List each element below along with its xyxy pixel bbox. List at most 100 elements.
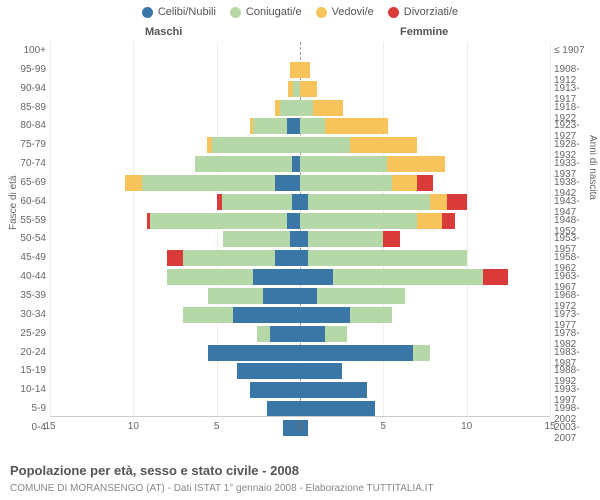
- female-bar: [300, 307, 392, 323]
- bar-segment: [290, 62, 300, 78]
- bar-segment: [253, 118, 286, 134]
- bar-segment: [208, 288, 263, 304]
- legend-swatch: [388, 7, 399, 18]
- birth-year-label: 2003-2007: [554, 422, 600, 444]
- bar-segment: [417, 213, 442, 229]
- bar-segment: [313, 100, 343, 116]
- bar-segment: [167, 250, 184, 266]
- pyramid-chart: 100+≤ 190795-991908-191290-941913-191785…: [50, 42, 550, 438]
- legend-swatch: [316, 7, 327, 18]
- age-label: 80-84: [8, 120, 46, 131]
- age-row: 100+≤ 1907: [50, 42, 550, 61]
- male-title: Maschi: [145, 26, 182, 38]
- bar-segment: [150, 213, 287, 229]
- female-bar: [300, 401, 375, 417]
- age-label: 30-34: [8, 309, 46, 320]
- age-row: 95-991908-1912: [50, 61, 550, 80]
- legend-swatch: [142, 7, 153, 18]
- female-bar: [300, 269, 508, 285]
- bar-segment: [300, 194, 308, 210]
- legend-item: Coniugati/e: [230, 6, 302, 18]
- age-row: 25-291978-1982: [50, 325, 550, 344]
- male-bar: [207, 137, 300, 153]
- age-label: 5-9: [8, 403, 46, 414]
- female-bar: [300, 81, 317, 97]
- bar-segment: [350, 137, 417, 153]
- bar-segment: [300, 137, 350, 153]
- bar-segment: [300, 213, 417, 229]
- bar-segment: [308, 250, 466, 266]
- male-bar: [183, 307, 300, 323]
- age-row: 65-691938-1942: [50, 174, 550, 193]
- bar-segment: [383, 231, 400, 247]
- age-label: 15-19: [8, 365, 46, 376]
- bar-segment: [212, 137, 300, 153]
- male-bar: [125, 175, 300, 191]
- age-row: 85-891918-1922: [50, 99, 550, 118]
- age-label: 25-29: [8, 328, 46, 339]
- age-label: 55-59: [8, 215, 46, 226]
- female-bar: [300, 62, 310, 78]
- bar-segment: [417, 175, 434, 191]
- birth-year-label: ≤ 1907: [554, 45, 600, 56]
- bar-segment: [325, 326, 347, 342]
- legend-label: Divorziati/e: [404, 6, 458, 18]
- bar-segment: [183, 250, 275, 266]
- x-axis: 15105051015: [50, 416, 550, 438]
- age-row: 70-741933-1937: [50, 155, 550, 174]
- legend-item: Divorziati/e: [388, 6, 458, 18]
- age-row: 30-341973-1977: [50, 306, 550, 325]
- male-bar: [147, 213, 300, 229]
- female-bar: [300, 156, 445, 172]
- bar-segment: [430, 194, 447, 210]
- bar-segment: [392, 175, 417, 191]
- x-tick: 10: [128, 421, 139, 432]
- x-tick: 15: [544, 421, 555, 432]
- male-bar: [275, 100, 300, 116]
- male-bar: [208, 345, 300, 361]
- age-row: 10-141993-1997: [50, 381, 550, 400]
- age-label: 35-39: [8, 290, 46, 301]
- bar-segment: [300, 307, 350, 323]
- age-label: 90-94: [8, 83, 46, 94]
- x-tick: 0: [297, 421, 303, 432]
- legend-label: Vedovi/e: [332, 6, 374, 18]
- female-title: Femmine: [400, 26, 448, 38]
- age-label: 45-49: [8, 252, 46, 263]
- age-row: 80-841923-1927: [50, 117, 550, 136]
- legend: Celibi/Nubili Coniugati/e Vedovi/e Divorzia…: [0, 0, 600, 18]
- age-row: 15-191988-1992: [50, 362, 550, 381]
- male-bar: [208, 288, 300, 304]
- legend-label: Celibi/Nubili: [158, 6, 216, 18]
- bar-segment: [300, 288, 317, 304]
- bar-segment: [287, 118, 300, 134]
- bar-segment: [195, 156, 292, 172]
- bar-segment: [280, 100, 300, 116]
- age-label: 75-79: [8, 139, 46, 150]
- bar-segment: [300, 81, 317, 97]
- female-bar: [300, 250, 467, 266]
- chart-subtitle: COMUNE DI MORANSENGO (AT) - Dati ISTAT 1…: [10, 483, 434, 494]
- age-row: 40-441963-1967: [50, 268, 550, 287]
- bar-segment: [183, 307, 233, 323]
- bar-segment: [223, 231, 290, 247]
- bar-segment: [292, 194, 300, 210]
- age-label: 60-64: [8, 196, 46, 207]
- age-label: 10-14: [8, 384, 46, 395]
- bar-segment: [233, 307, 300, 323]
- bar-segment: [308, 231, 383, 247]
- bar-segment: [300, 382, 367, 398]
- bar-segment: [300, 231, 308, 247]
- female-bar: [300, 345, 430, 361]
- age-row: 90-941913-1917: [50, 80, 550, 99]
- legend-item: Vedovi/e: [316, 6, 374, 18]
- bar-segment: [253, 269, 300, 285]
- age-label: 70-74: [8, 158, 46, 169]
- chart-title: Popolazione per età, sesso e stato civil…: [10, 463, 299, 478]
- female-bar: [300, 175, 433, 191]
- male-bar: [237, 363, 300, 379]
- bar-segment: [413, 345, 430, 361]
- gridline: [550, 42, 551, 416]
- bar-segment: [287, 213, 300, 229]
- bar-segment: [300, 100, 313, 116]
